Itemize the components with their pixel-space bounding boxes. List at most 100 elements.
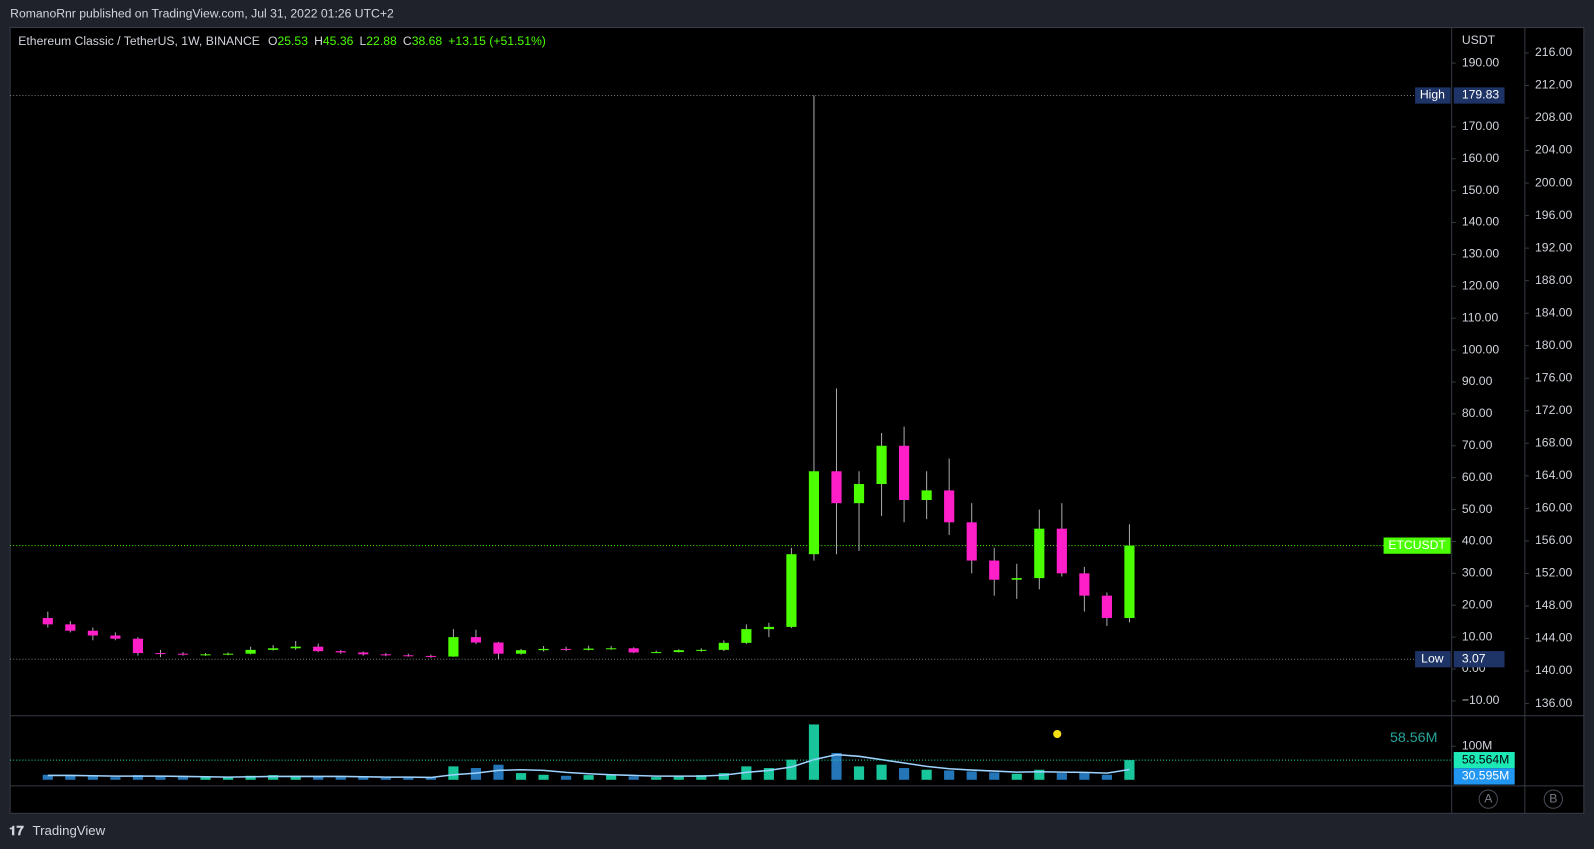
candle-body — [651, 652, 662, 654]
price-tag-bg — [1415, 651, 1451, 668]
y2-tick-label: 152.00 — [1535, 566, 1572, 580]
volume-bar — [155, 775, 166, 780]
volume-bar — [515, 773, 527, 780]
candle-body — [538, 648, 549, 651]
volume-bar — [493, 764, 504, 780]
y2-tick-label: 208.00 — [1535, 110, 1572, 124]
candle-body — [921, 490, 932, 500]
candle-body — [718, 642, 729, 650]
candle-body — [65, 624, 76, 631]
candle-body — [944, 490, 955, 523]
candle-body — [989, 560, 1000, 580]
volume-bar — [403, 777, 414, 780]
volume-bar — [606, 774, 617, 780]
candle-body — [515, 650, 527, 654]
candle-body — [763, 626, 774, 630]
volume-bar — [876, 764, 887, 780]
candle-body — [87, 630, 98, 636]
button-circle — [1478, 789, 1498, 809]
volume-bar — [335, 777, 346, 780]
volume-tag: 58.564M — [1462, 752, 1509, 766]
candle-body — [741, 629, 752, 643]
volume-bar — [222, 777, 234, 780]
volume-bar — [921, 769, 932, 780]
button-a[interactable]: A — [1484, 791, 1493, 805]
volume-bar — [853, 766, 865, 780]
button-circle — [1543, 789, 1563, 809]
y-tick-label: 50.00 — [1462, 502, 1493, 516]
candle-body — [200, 654, 211, 656]
y2-tick-label: 216.00 — [1535, 45, 1572, 59]
y2-tick-label: 136.00 — [1535, 696, 1572, 710]
volume-bar — [380, 777, 391, 780]
chart-frame — [9, 27, 1585, 814]
last-price-tag-bg — [1383, 537, 1451, 554]
unit-label: USDT — [1462, 33, 1496, 47]
volume-bar — [651, 777, 662, 780]
candle-body — [831, 471, 842, 504]
candle-body — [335, 651, 346, 653]
y2-tick-label: 204.00 — [1535, 143, 1572, 157]
candle-body — [876, 445, 887, 485]
volume-bar — [1011, 773, 1022, 780]
price-tag-value-bg — [1453, 87, 1505, 104]
y-tick-label: 30.00 — [1462, 566, 1493, 580]
y2-tick-label: 196.00 — [1535, 208, 1572, 222]
candle-body — [583, 648, 594, 650]
volume-bar — [1079, 773, 1090, 780]
volume-bar — [313, 776, 324, 780]
volume-tag-bg — [1453, 752, 1515, 769]
legend-key: C — [403, 34, 412, 48]
candle-body — [628, 648, 639, 653]
y-tick-label: 150.00 — [1462, 183, 1499, 197]
legend-key: L — [360, 34, 367, 48]
volume-bar — [425, 777, 436, 780]
volume-bar — [87, 776, 98, 780]
candle-body — [606, 648, 617, 650]
brand: TradingView — [33, 823, 106, 838]
candle-body — [1124, 545, 1135, 618]
candle-body — [358, 652, 369, 655]
y2-tick-label: 212.00 — [1535, 78, 1572, 92]
candle-body — [673, 650, 684, 653]
candle-body — [853, 484, 865, 504]
volume-bar — [696, 775, 707, 780]
y-tick-label: 60.00 — [1462, 470, 1493, 484]
volume-bar — [358, 777, 369, 780]
candle-body — [899, 445, 910, 500]
y2-tick-label: 144.00 — [1535, 631, 1572, 645]
candle-body — [1101, 595, 1112, 618]
y2-tick-label: 200.00 — [1535, 175, 1572, 189]
candle-body — [403, 655, 414, 657]
volume-bar — [538, 774, 549, 780]
legend-title: Ethereum Classic / TetherUS, 1W, BINANCE — [18, 34, 260, 48]
y-tick-label: 70.00 — [1462, 438, 1493, 452]
candle-body — [786, 554, 797, 627]
y2-tick-label: 140.00 — [1535, 663, 1572, 677]
candle-body — [177, 653, 189, 655]
y2-tick-label: 192.00 — [1535, 240, 1572, 254]
volume-bar — [989, 772, 1000, 780]
plot: Jul2019MaySep2020MaySep2021MaySep2022May… — [10, 95, 1452, 780]
volume-bar — [583, 775, 594, 780]
y-tick-label: 100.00 — [1462, 342, 1499, 356]
volume-bar — [177, 777, 189, 780]
button-b[interactable]: B — [1549, 791, 1557, 805]
volume-bar — [290, 775, 301, 780]
volume-bar — [1056, 773, 1067, 780]
candle-body — [222, 653, 234, 655]
overlay: Ethereum Classic / TetherUS, 1W, BINANCE… — [18, 34, 1573, 785]
last-price-tag: ETCUSDT — [1388, 538, 1446, 552]
y2-tick-label: 172.00 — [1535, 403, 1572, 417]
candle-body — [808, 471, 820, 555]
y-tick-label: 120.00 — [1462, 279, 1499, 293]
brand-logo: 𝟏𝟕 — [9, 823, 24, 838]
y-tick-label: 10.00 — [1462, 629, 1493, 643]
y-tick-label: 40.00 — [1462, 534, 1493, 548]
price-tag-value: 3.07 — [1462, 651, 1486, 665]
y-tick-label: 160.00 — [1462, 151, 1499, 165]
legend-key: O — [268, 34, 277, 48]
legend-value: 22.88 — [366, 34, 397, 48]
